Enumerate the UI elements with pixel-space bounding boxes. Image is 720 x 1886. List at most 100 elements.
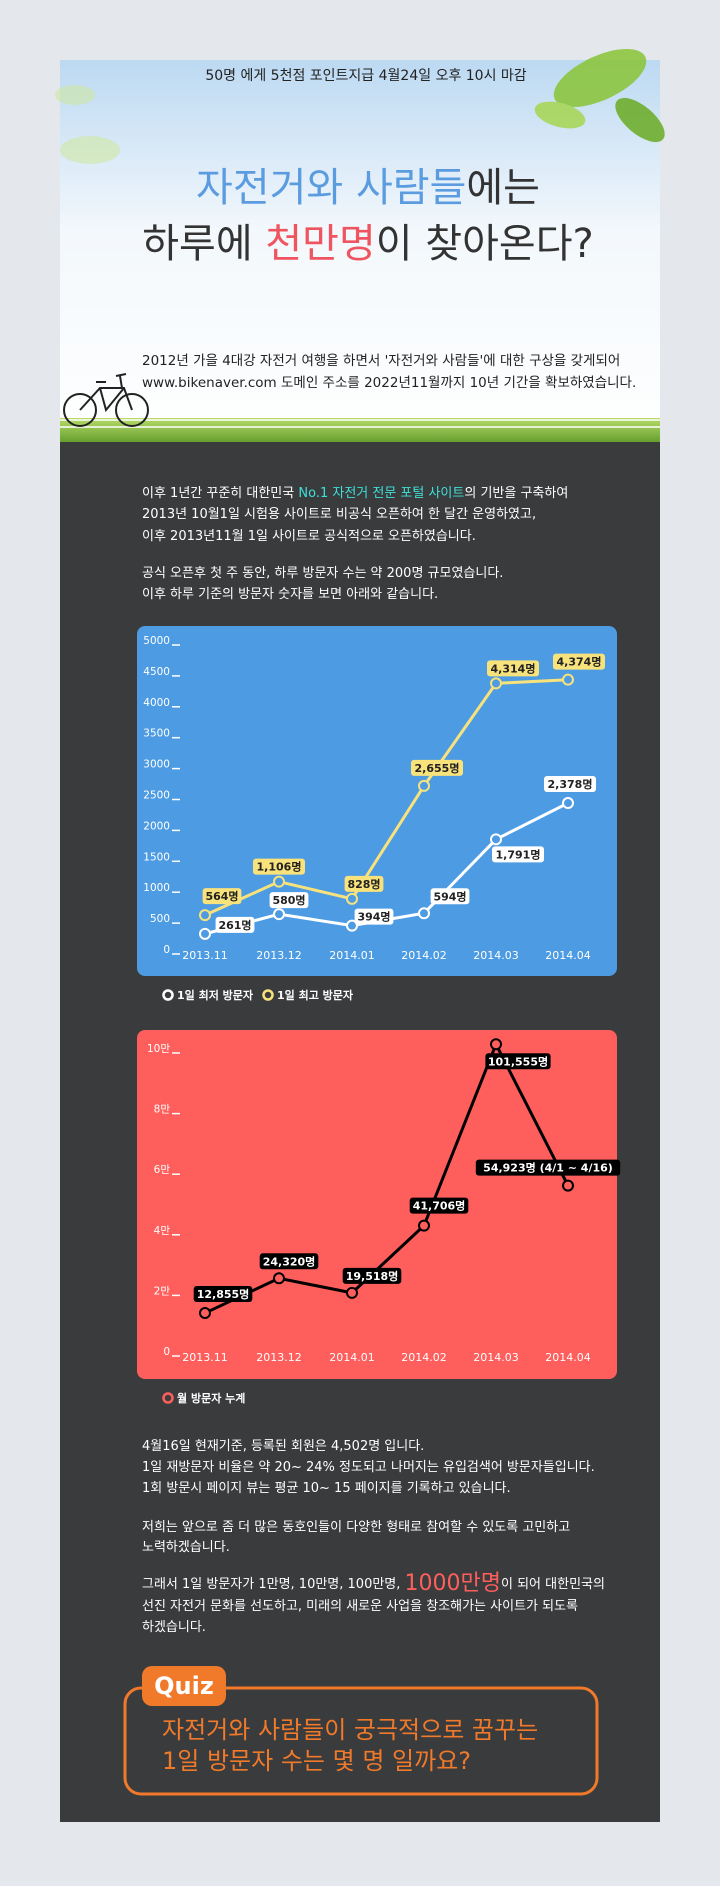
data-point bbox=[273, 908, 285, 921]
text-segment: 그래서 1일 방문자가 1만명, 10만명, 100만명, bbox=[142, 1577, 405, 1592]
x-tick-label: 2014.01 bbox=[329, 1351, 375, 1364]
data-point bbox=[562, 797, 574, 810]
data-label: 594명 bbox=[433, 889, 466, 903]
data-label-box bbox=[215, 916, 255, 933]
legend-label: 1일 최저 방문자 bbox=[177, 988, 254, 1002]
text-segment: 이후 1년간 꾸준히 대한민국 bbox=[142, 486, 298, 501]
x-tick-label: 2013.12 bbox=[256, 1351, 302, 1364]
paragraph-line: 이후 1년간 꾸준히 대한민국 No.1 자전거 전문 포털 사이트의 기반을 … bbox=[142, 486, 568, 501]
data-point bbox=[199, 927, 211, 940]
paragraph-line: 선진 자전거 문화를 선도하고, 미래의 새로운 사업을 창조해가는 사이트가 … bbox=[142, 1599, 578, 1614]
data-label: 41,706명 bbox=[413, 1199, 466, 1213]
chart-panel bbox=[137, 626, 617, 976]
data-label: 4,314명 bbox=[491, 661, 536, 675]
legend-label: 1일 최고 방문자 bbox=[277, 988, 354, 1002]
text-segment: 하겠습니다. bbox=[142, 1620, 206, 1635]
text-segment: 1회 방문시 페이지 뷰는 평균 10~ 15 페이지를 기록하고 있습니다. bbox=[142, 1481, 511, 1496]
legend-marker bbox=[162, 1392, 174, 1404]
title-line: 자전거와 사람들에는 bbox=[196, 165, 540, 211]
title-highlight: 천만명 bbox=[265, 221, 375, 267]
paragraph-line: 이후 2013년11월 1일 사이트로 공식적으로 오픈하였습니다. bbox=[142, 529, 476, 544]
quiz-tag-box bbox=[142, 1666, 226, 1706]
title-text: 하루에 bbox=[142, 221, 265, 267]
paragraph-line: 하겠습니다. bbox=[142, 1620, 206, 1635]
data-label-box bbox=[411, 759, 463, 776]
data-label-box bbox=[354, 908, 394, 925]
x-tick-label: 2014.04 bbox=[545, 1351, 591, 1364]
data-label-box bbox=[253, 858, 305, 875]
data-label-box bbox=[492, 846, 544, 863]
chart: 0 500 1000 1500 2000 2500 3000 3500 4000 4500 5000… bbox=[137, 626, 617, 1002]
x-tick-label: 2013.11 bbox=[182, 1351, 228, 1364]
text-segment: 이후 2013년11월 1일 사이트로 공식적으로 오픈하였습니다. bbox=[142, 529, 476, 544]
data-point bbox=[418, 907, 430, 920]
data-point bbox=[199, 1307, 211, 1320]
data-point bbox=[273, 1272, 285, 1285]
paragraph-line: 4월16일 현재기준, 등록된 회원은 4,502명 입니다. bbox=[142, 1439, 424, 1454]
data-label: 580명 bbox=[272, 893, 305, 907]
data-label-box bbox=[344, 875, 384, 892]
y-tick-label: 0 bbox=[163, 944, 170, 956]
quiz-tag: Quiz bbox=[154, 1672, 214, 1700]
outro: 4월16일 현재기준, 등록된 회원은 4,502명 입니다. 1일 재방문자 비… bbox=[142, 1439, 605, 1635]
data-label: 261명 bbox=[218, 918, 251, 932]
y-tick-label: 6만 bbox=[154, 1164, 171, 1176]
data-point bbox=[346, 892, 358, 905]
x-tick-label: 2014.02 bbox=[401, 1351, 447, 1364]
text-segment: 노력하겠습니다. bbox=[142, 1540, 230, 1555]
y-tick-label: 10만 bbox=[147, 1043, 170, 1055]
paragraph-line: 2013년 10월1일 시험용 사이트로 비공식 오픈하여 한 달간 운영하였고… bbox=[142, 507, 536, 522]
data-label-box bbox=[269, 892, 309, 909]
fence bbox=[60, 419, 660, 428]
legend-marker bbox=[262, 989, 274, 1001]
y-tick-label: 3500 bbox=[143, 728, 170, 740]
text-segment: 4월16일 현재기준, 등록된 회원은 4,502명 입니다. bbox=[142, 1439, 424, 1454]
data-label: 1,791명 bbox=[496, 847, 541, 861]
y-tick-label: 4500 bbox=[143, 666, 170, 678]
data-point bbox=[490, 1038, 502, 1051]
charts: 0 500 1000 1500 2000 2500 3000 3500 4000 4500 5000… bbox=[137, 626, 621, 1405]
grass bbox=[60, 418, 660, 444]
data-point bbox=[562, 673, 574, 686]
y-tick-label: 1500 bbox=[143, 851, 170, 863]
data-label: 828명 bbox=[347, 877, 380, 891]
y-tick-label: 2500 bbox=[143, 790, 170, 802]
data-label-box bbox=[193, 1286, 253, 1303]
data-point bbox=[346, 919, 358, 932]
paragraph-line: 이후 하루 기준의 방문자 숫자를 보면 아래와 같습니다. bbox=[142, 587, 438, 602]
data-point bbox=[562, 1179, 574, 1192]
y-tick-label: 500 bbox=[150, 913, 170, 925]
y-tick-label: 1000 bbox=[143, 882, 170, 894]
series-line bbox=[204, 678, 569, 917]
text-segment: 선진 자전거 문화를 선도하고, 미래의 새로운 사업을 창조해가는 사이트가 … bbox=[142, 1599, 578, 1614]
data-label: 2,378명 bbox=[548, 777, 593, 791]
chart: 0 2만 4만 6만 8만 10만 2013.11 2013.12 2014.01 2014.02… bbox=[137, 1030, 621, 1405]
intro-line: 2012년 가을 4대강 자전거 여행을 하면서 '자전거와 사람들'에 대한 … bbox=[142, 353, 620, 369]
y-tick-label: 2000 bbox=[143, 820, 170, 832]
legend-label: 월 방문자 누계 bbox=[177, 1391, 245, 1405]
bicycle-icon bbox=[63, 373, 149, 427]
data-point bbox=[273, 875, 285, 888]
text-segment: 이후 하루 기준의 방문자 숫자를 보면 아래와 같습니다. bbox=[142, 587, 438, 602]
data-label: 24,320명 bbox=[263, 1254, 316, 1268]
text-segment: 이 되어 대한민국의 bbox=[501, 1577, 605, 1592]
chart-panel bbox=[137, 1030, 617, 1379]
data-point bbox=[346, 1286, 358, 1299]
y-tick-label: 5000 bbox=[143, 635, 170, 647]
x-tick-label: 2014.01 bbox=[329, 949, 375, 962]
text-segment: No.1 자전거 전문 포털 사이트 bbox=[298, 486, 464, 501]
x-tick-label: 2013.12 bbox=[256, 949, 302, 962]
x-tick-label: 2014.03 bbox=[473, 949, 519, 962]
data-label-box bbox=[202, 888, 242, 905]
data-label: 101,555명 bbox=[488, 1054, 548, 1068]
paragraph-line: 1회 방문시 페이지 뷰는 평균 10~ 15 페이지를 기록하고 있습니다. bbox=[142, 1481, 511, 1496]
title-text: 에는 bbox=[466, 165, 540, 211]
paragraph-line: 1일 재방문자 비율은 약 20~ 24% 정도되고 나머지는 유입검색어 방문… bbox=[142, 1460, 595, 1475]
y-tick-label: 2만 bbox=[154, 1285, 171, 1297]
legend-marker bbox=[162, 989, 174, 1001]
title-highlight: 자전거와 사람들 bbox=[196, 165, 466, 211]
text-segment: 공식 오픈후 첫 주 동안, 하루 방문자 수는 약 200명 규모였습니다. bbox=[142, 566, 503, 581]
notice: 50명 에게 5천점 포인트지급 4월24일 오후 10시 마감 bbox=[205, 68, 526, 84]
intro-line: www.bikenaver.com 도메인 주소를 2022년11월까지 10년… bbox=[142, 375, 636, 391]
